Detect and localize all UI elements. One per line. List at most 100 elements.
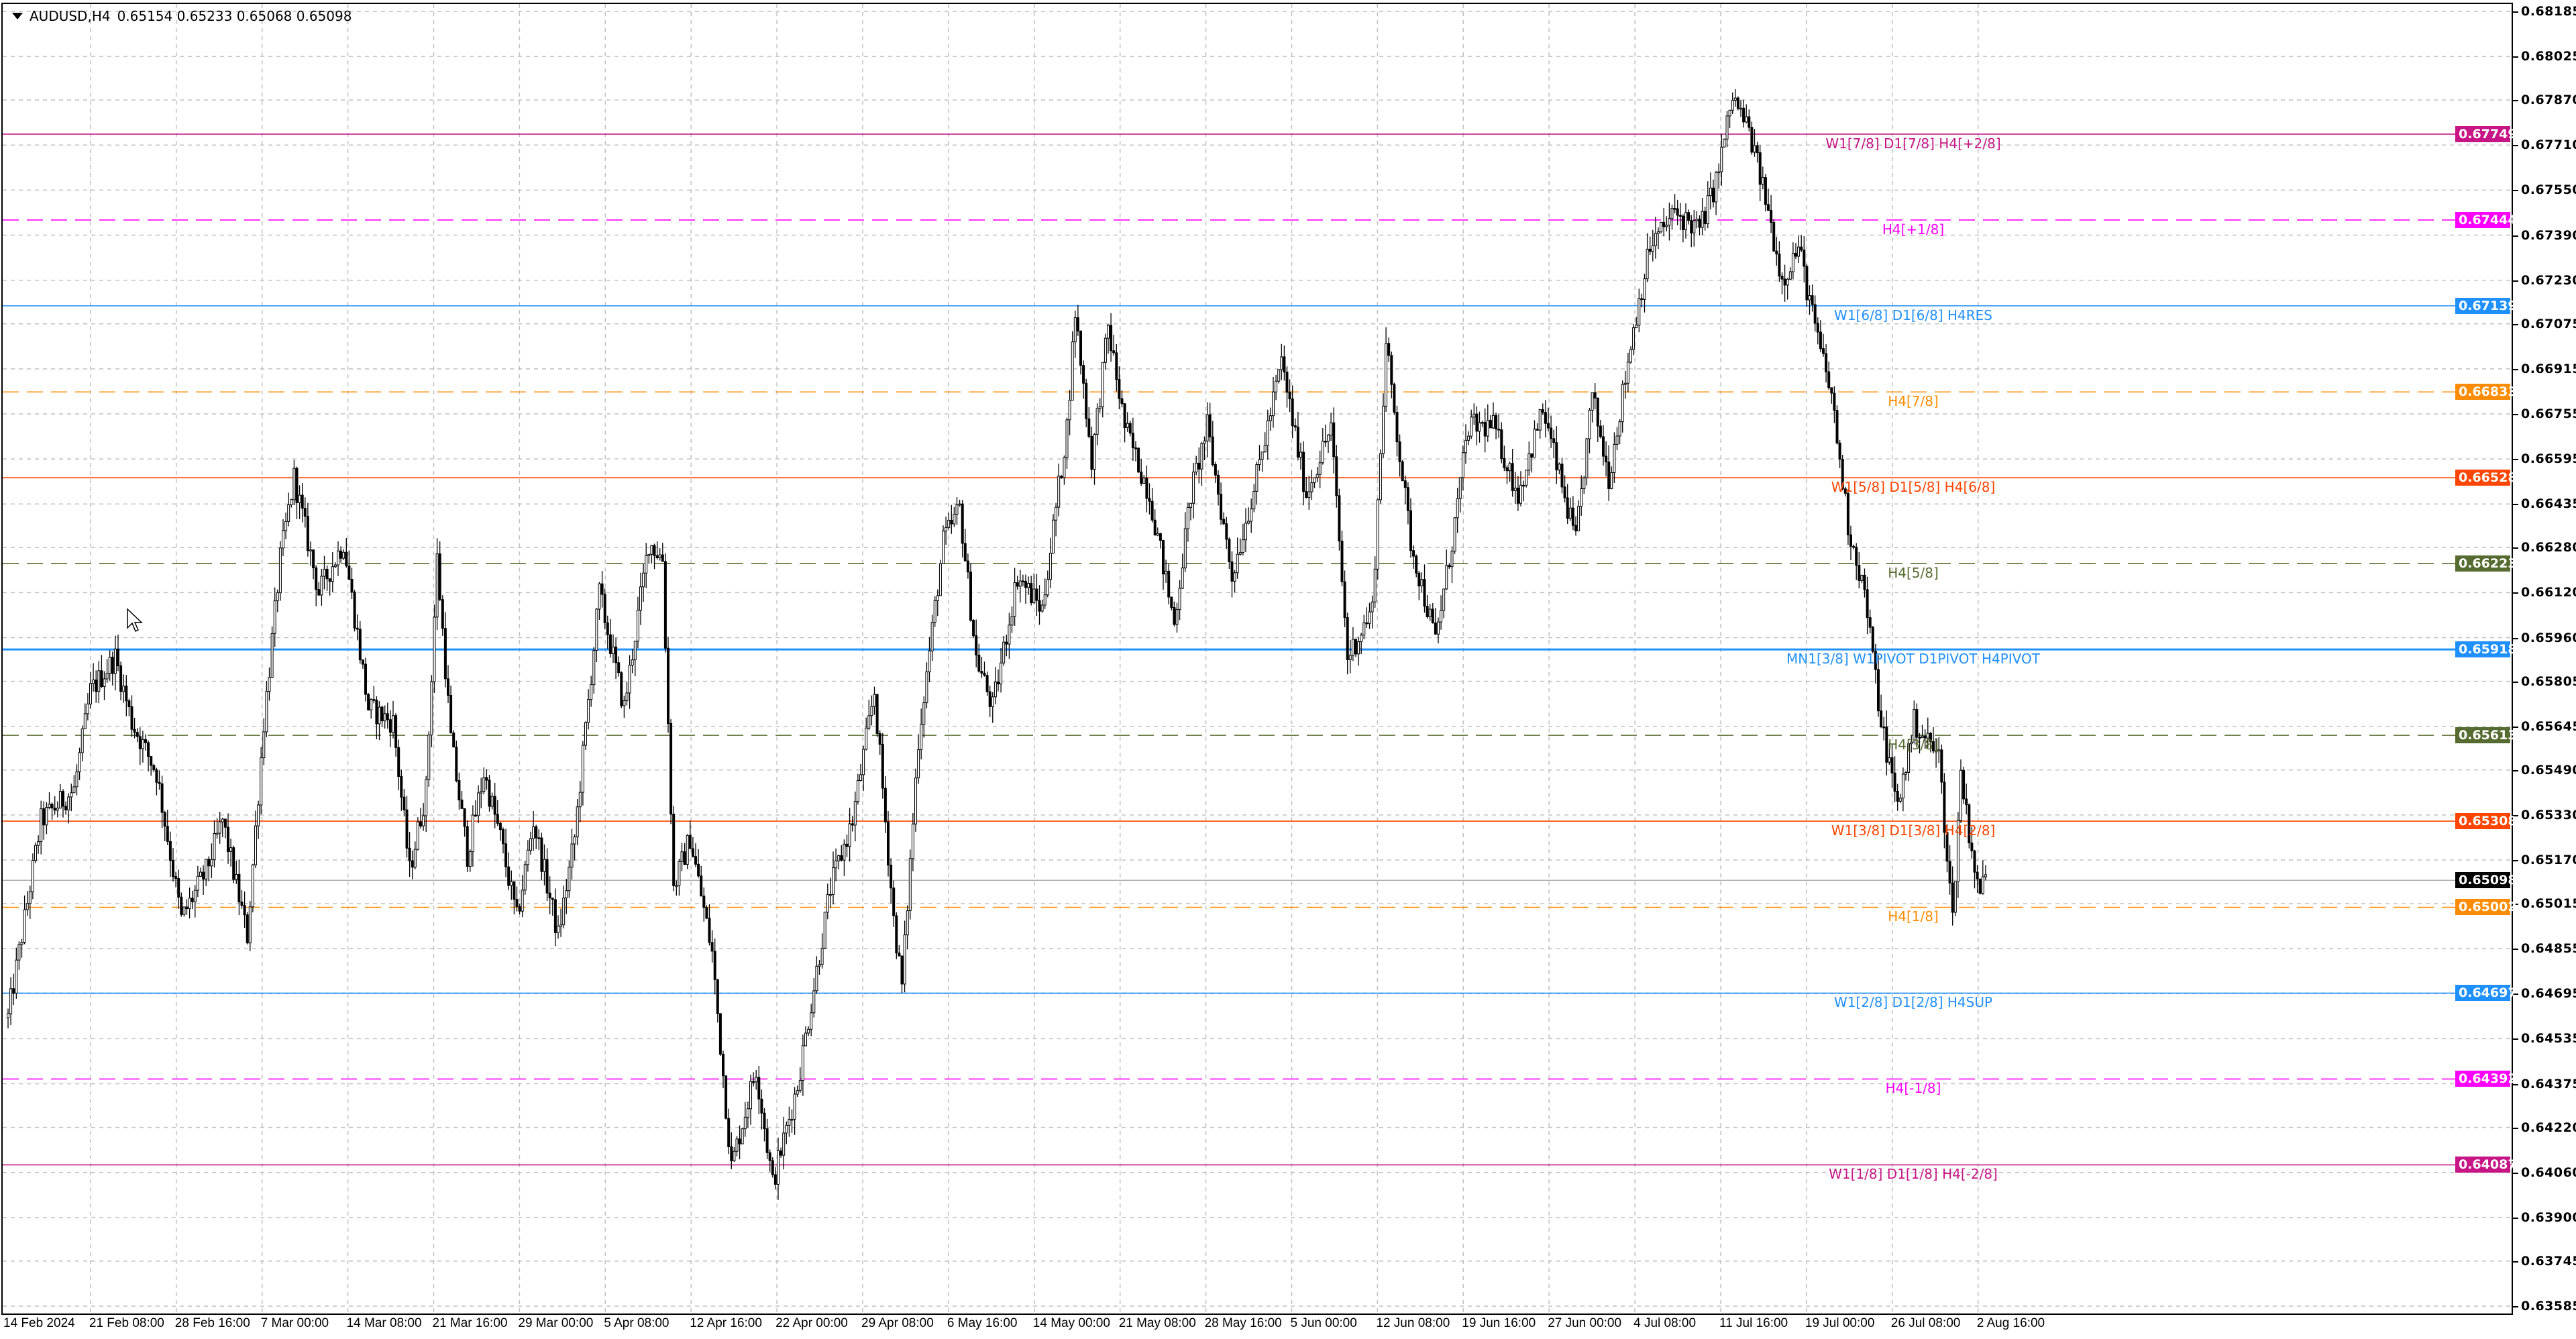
candle-body: [235, 873, 238, 880]
level-label: W1[7/8] D1[7/8] H4[+2/8]: [1825, 135, 2001, 152]
price-axis-tick: [2513, 949, 2518, 951]
candle-body: [1046, 579, 1049, 596]
candle-body: [64, 806, 68, 810]
candle-body: [1753, 145, 1756, 153]
candle-body: [386, 713, 389, 720]
price-axis-label: 0.63745: [2521, 1253, 2576, 1269]
candle-body: [425, 779, 428, 816]
time-axis-label: 5 Jun 00:00: [1290, 1316, 1357, 1330]
candle-body: [1310, 482, 1313, 492]
price-axis-tick: [2513, 1127, 2518, 1129]
candle-body: [507, 866, 511, 886]
candle-body: [1577, 506, 1580, 531]
candle-body: [1247, 521, 1250, 524]
candle-body: [229, 847, 233, 852]
candle-body: [388, 719, 392, 733]
candle-body: [419, 821, 422, 826]
candle-body: [1461, 452, 1464, 478]
candle-body: [325, 568, 329, 580]
candle-body: [862, 749, 865, 775]
candle-body: [1833, 392, 1836, 411]
candle-body: [1208, 414, 1212, 437]
candle-body: [188, 898, 191, 909]
candle-body: [832, 867, 835, 895]
candle-body: [83, 713, 87, 730]
candle-body: [402, 796, 406, 810]
candle-body: [1316, 474, 1319, 478]
candle-body: [1646, 248, 1649, 280]
candle-body: [1230, 561, 1234, 582]
price-axis-label: 0.64220: [2521, 1120, 2576, 1135]
candle-body: [375, 700, 378, 725]
candle-body: [466, 826, 469, 867]
candle-body: [1593, 392, 1597, 398]
time-axis-label: 2 Aug 16:00: [1976, 1316, 2045, 1330]
candle-body: [1745, 116, 1748, 123]
candle-body: [647, 553, 651, 556]
candle-body: [1134, 447, 1137, 449]
candle-body: [663, 561, 667, 649]
candle-body: [136, 732, 139, 737]
candle-body: [972, 620, 975, 637]
candle-body: [347, 566, 351, 580]
candle-body: [820, 947, 824, 965]
candle-body: [691, 848, 694, 857]
candle-body: [1522, 484, 1525, 487]
candle-body: [383, 713, 386, 722]
candle-body: [543, 859, 546, 872]
candle-body: [1252, 490, 1256, 510]
chart-area[interactable]: AUDUSD,H4 0.65154 0.65233 0.65068 0.6509…: [1, 3, 2513, 1315]
candle-body: [942, 531, 945, 564]
candle-body: [961, 503, 964, 544]
candle-body: [1910, 741, 1913, 745]
candle-body: [1758, 152, 1762, 185]
candle-body: [743, 1116, 747, 1130]
price-axis-label: 0.67390: [2521, 227, 2576, 243]
candle-body: [333, 564, 337, 568]
candle-body: [1118, 379, 1121, 399]
candle-body: [1016, 582, 1019, 587]
candle-body: [1571, 507, 1574, 526]
candle-body: [1238, 552, 1242, 555]
candle-body: [523, 864, 527, 891]
price-plot[interactable]: [3, 4, 2512, 1314]
collapse-triangle-icon[interactable]: [12, 13, 23, 19]
candle-body: [1893, 772, 1896, 792]
candle-body: [92, 680, 95, 684]
candle-body: [540, 837, 543, 872]
candle-body: [1412, 550, 1415, 557]
price-axis-tick: [2513, 1217, 2518, 1219]
candle-body: [1935, 750, 1938, 753]
candle-body: [1687, 212, 1690, 221]
time-axis-label: 4 Jul 08:00: [1633, 1316, 1697, 1330]
candle-body: [584, 722, 587, 746]
price-axis-tick: [2513, 1083, 2518, 1085]
candle-body: [160, 783, 164, 813]
candle-body: [1277, 369, 1281, 382]
candle-body: [1222, 519, 1226, 525]
candle-body: [760, 1098, 763, 1114]
candle-body: [1513, 488, 1517, 491]
candle-body: [502, 829, 504, 845]
candle-body: [1819, 331, 1822, 350]
candle-body: [113, 649, 117, 674]
candle-body: [1115, 352, 1118, 380]
candle-body: [315, 568, 318, 590]
candle-body: [232, 847, 235, 880]
level-label: W1[1/8] D1[1/8] H4[-2/8]: [1829, 1166, 1998, 1183]
candle-body: [1321, 441, 1324, 464]
candle-body: [1651, 245, 1654, 252]
candle-body: [1403, 480, 1407, 488]
candle-body: [765, 1128, 769, 1153]
candle-body: [1060, 476, 1063, 478]
candle-body: [1973, 851, 1976, 873]
candle-body: [1250, 508, 1253, 522]
candle-body: [1228, 539, 1231, 563]
candle-body: [1918, 737, 1921, 739]
candle-body: [1181, 568, 1184, 589]
candle-body: [1852, 545, 1856, 548]
candle-body: [1272, 391, 1275, 417]
candle-body: [1343, 581, 1346, 619]
candle-body: [1778, 254, 1781, 276]
candle-body: [111, 657, 114, 674]
